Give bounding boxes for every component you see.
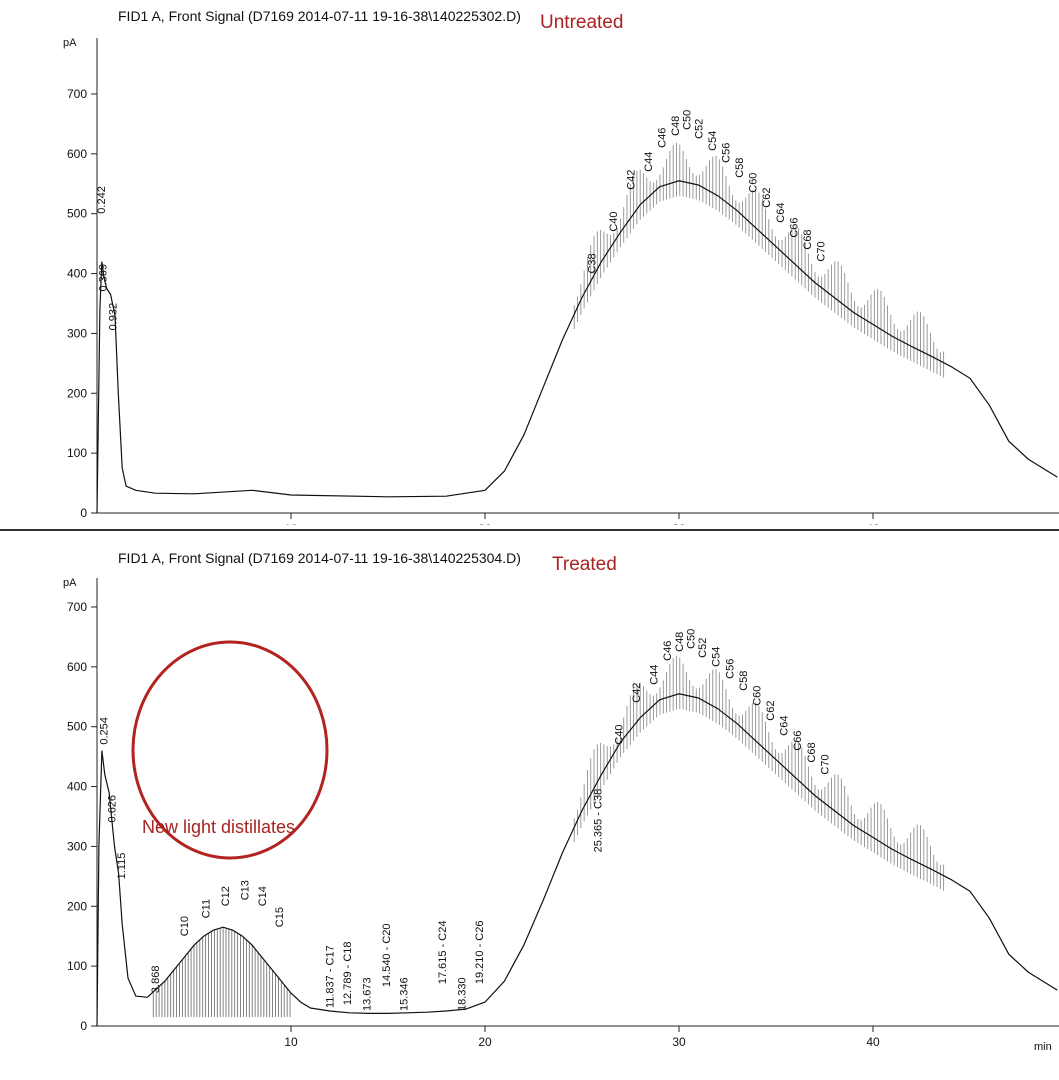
y-tick-label: 600 — [67, 147, 87, 161]
peak-label: 17.615 - C24 — [437, 920, 449, 984]
untreated-chromatogram: 010020030040050060070010203040pAmin0.242… — [63, 37, 1059, 525]
peak-label: C62 — [761, 188, 773, 208]
peak-label: C42 — [631, 683, 643, 703]
y-tick-label: 400 — [67, 267, 87, 281]
x-tick-label: 40 — [866, 522, 880, 525]
peak-label: C52 — [697, 638, 709, 658]
x-tick-label: 30 — [672, 522, 686, 525]
y-tick-label: 0 — [80, 1019, 87, 1033]
peak-label: C64 — [775, 202, 787, 222]
peak-label: 14.540 - C20 — [381, 923, 393, 987]
peak-label: C68 — [806, 742, 818, 762]
peak-label: C60 — [748, 173, 760, 193]
treated-label: Treated — [552, 554, 617, 575]
peak-label: C50 — [682, 110, 694, 130]
peak-label: C14 — [257, 886, 269, 906]
peak-label: 0.626 — [106, 795, 118, 823]
peak-label: C62 — [765, 701, 777, 721]
x-tick-label: 20 — [478, 522, 492, 525]
peak-label: 12.789 - C18 — [342, 941, 354, 1005]
peak-label: C48 — [674, 632, 686, 652]
peak-label: C12 — [220, 886, 232, 906]
peak-label: 13.673 — [362, 977, 374, 1011]
peak-label: 15.346 — [398, 977, 410, 1011]
treated-chromatogram: 0 100 200 300 400 500 600 700 10 20 30 40 pA min 0.254… — [63, 577, 1059, 1053]
peak-label: C15 — [274, 907, 286, 927]
y-tick-label: 700 — [67, 600, 87, 614]
y-tick-label: 300 — [67, 326, 87, 340]
y-tick-label: 700 — [67, 87, 87, 101]
y-tick-label: 400 — [67, 780, 87, 794]
y-tick-label: 500 — [67, 207, 87, 221]
x-tick-label: 30 — [672, 1035, 686, 1049]
untreated-chart-panel: 010020030040050060070010203040pAmin0.242… — [0, 0, 1059, 525]
untreated-label: Untreated — [540, 12, 624, 33]
peak-label: C54 — [711, 647, 723, 667]
light-distillates-circle — [131, 640, 329, 860]
peak-label: 19.210 - C26 — [474, 920, 486, 984]
peak-label: C46 — [656, 128, 668, 148]
peak-label: C52 — [693, 119, 705, 139]
x-axis-label: min — [1034, 1041, 1052, 1053]
peak-label: C13 — [239, 880, 251, 900]
y-tick-label: 200 — [67, 899, 87, 913]
peak-label: C66 — [788, 217, 800, 237]
peak-label: 0.369 — [98, 264, 110, 292]
x-tick-label: 10 — [284, 522, 298, 525]
peak-label: C44 — [649, 665, 661, 685]
peak-label: 11.837 - C17 — [325, 945, 337, 1008]
x-tick-label: 10 — [284, 1035, 298, 1049]
peak-label: C40 — [608, 211, 620, 231]
peak-label: C10 — [179, 916, 191, 936]
peak-label: 1.115 — [116, 853, 128, 880]
panel-separator — [0, 529, 1059, 531]
y-tick-label: 500 — [67, 720, 87, 734]
peak-label: 0.242 — [96, 186, 108, 214]
peak-label: C56 — [724, 659, 736, 679]
peak-label: C58 — [734, 158, 746, 178]
y-axis-label: pA — [63, 37, 77, 49]
peak-label: 18.330 — [457, 977, 469, 1011]
signal-trace — [96, 180, 1058, 514]
signal-trace — [96, 693, 1058, 1027]
y-tick-label: 300 — [67, 839, 87, 853]
y-axis-label: pA — [63, 577, 77, 589]
light-distillates-annotation: New light distillates — [142, 817, 296, 837]
peak-label: C60 — [751, 686, 763, 706]
peak-label: C38 — [587, 253, 599, 273]
y-tick-label: 600 — [67, 660, 87, 674]
peak-label: C64 — [779, 715, 791, 735]
peak-label: C66 — [792, 730, 804, 750]
treated-signal-header: FID1 A, Front Signal (D7169 2014-07-11 1… — [118, 550, 521, 566]
peak-label: C11 — [201, 899, 213, 918]
peak-label: 25.365 - C38 — [592, 789, 604, 853]
peak-label: 0.254 — [99, 717, 111, 745]
y-tick-label: 200 — [67, 386, 87, 400]
peak-label: C70 — [819, 754, 831, 774]
peak-label: C50 — [686, 629, 698, 649]
peak-label: C46 — [662, 641, 674, 661]
peak-label: C48 — [670, 116, 682, 136]
untreated-signal-header: FID1 A, Front Signal (D7169 2014-07-11 1… — [118, 8, 521, 24]
peak-label: C42 — [625, 170, 637, 190]
peak-label: C44 — [643, 152, 655, 172]
x-tick-label: 20 — [478, 1035, 492, 1049]
peak-label: C70 — [816, 241, 828, 261]
peak-label: C54 — [707, 131, 719, 151]
peak-label: 0.932 — [107, 303, 119, 331]
y-tick-label: 100 — [67, 959, 87, 973]
peak-label: 3.868 — [150, 966, 162, 994]
peak-label: C68 — [802, 229, 814, 249]
y-tick-label: 100 — [67, 446, 87, 460]
y-tick-label: 0 — [80, 506, 87, 520]
treated-chart-panel: 0 100 200 300 400 500 600 700 10 20 30 40 pA min 0.254… — [0, 540, 1059, 1080]
peak-label: C40 — [614, 724, 626, 744]
peak-label: C58 — [738, 671, 750, 691]
x-tick-label: 40 — [866, 1035, 880, 1049]
peak-label: C56 — [720, 143, 732, 163]
